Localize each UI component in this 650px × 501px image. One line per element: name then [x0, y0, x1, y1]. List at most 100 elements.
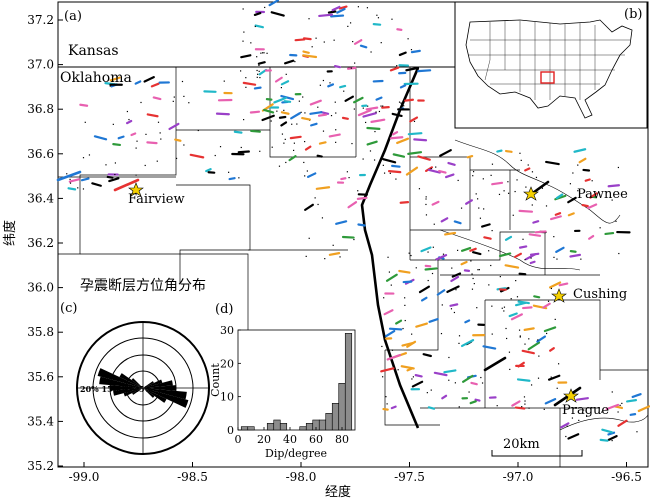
quake-dot: [335, 112, 337, 114]
quake-dot: [333, 39, 335, 41]
quake-cluster: [174, 138, 182, 142]
quake-dot: [433, 223, 435, 225]
quake-cluster: [518, 209, 534, 213]
quake-dot: [242, 8, 244, 10]
quake-cluster: [569, 253, 582, 258]
quake-dot: [351, 142, 353, 145]
quake-dot: [369, 150, 372, 152]
quake-dot: [528, 407, 530, 409]
quake-cluster: [405, 66, 420, 72]
quake-cluster: [548, 281, 562, 289]
quake-dot: [431, 272, 434, 275]
quake-dot: [450, 308, 453, 310]
quake-dot: [380, 105, 382, 107]
quake-dot: [491, 305, 493, 307]
quake-dot: [373, 159, 376, 161]
quake-cluster: [283, 100, 292, 103]
quake-cluster: [344, 95, 354, 102]
quake-cluster: [544, 398, 557, 405]
quake-cluster: [464, 319, 471, 324]
quake-cluster: [327, 83, 335, 88]
quake-cluster: [301, 116, 311, 121]
quake-cluster: [340, 177, 347, 181]
x-axis-title: 经度: [325, 484, 351, 500]
histogram-ticks: 0 20 40 60 80 0 10 20 30: [220, 324, 349, 446]
quake-cluster: [631, 393, 642, 398]
quake-dot: [304, 140, 306, 143]
quake-cluster: [469, 400, 477, 405]
quake-cluster: [253, 86, 262, 90]
quake-cluster: [339, 84, 347, 89]
quake-cluster: [626, 399, 638, 403]
quake-cluster: [521, 306, 533, 310]
quake-cluster: [533, 295, 541, 299]
quake-dot: [114, 173, 116, 176]
quake-dot: [451, 267, 453, 269]
quake-dot: [580, 258, 582, 260]
rose-petal: [113, 388, 143, 396]
quake-cluster: [331, 5, 341, 12]
y-tick-label: 35.4: [27, 414, 54, 428]
quake-dot: [411, 378, 413, 380]
rose-petal: [119, 373, 143, 388]
quake-dot: [156, 160, 158, 162]
quake-cluster: [604, 231, 615, 236]
quake-dot: [458, 335, 461, 337]
quake-cluster: [555, 246, 565, 253]
quake-dot: [470, 260, 472, 262]
quake-dot: [365, 121, 367, 124]
rose-petal: [143, 388, 167, 403]
quake-dot: [374, 130, 376, 133]
quake-cluster: [518, 245, 528, 249]
quake-dot: [324, 258, 326, 260]
quake-dot: [175, 157, 178, 160]
quake-cluster: [496, 149, 503, 153]
quake-dot: [306, 170, 308, 172]
quake-dot: [537, 339, 539, 341]
quake-cluster: [588, 234, 595, 240]
quake-cluster: [263, 108, 275, 114]
quake-cluster: [108, 177, 120, 183]
quake-dot: [410, 49, 413, 51]
rose-petal: [143, 388, 189, 408]
quake-cluster: [389, 136, 404, 140]
quake-dot: [335, 141, 337, 143]
seismicity-clusters: [56, 0, 650, 442]
quake-dot: [550, 287, 552, 290]
quake-dot: [543, 408, 545, 410]
quake-dot: [311, 46, 313, 48]
quake-cluster: [382, 407, 389, 411]
quake-cluster: [549, 347, 555, 352]
quake-cluster: [109, 76, 121, 82]
quake-dot: [357, 190, 359, 192]
quake-cluster: [306, 172, 317, 178]
quake-cluster: [336, 7, 346, 14]
quake-dot: [490, 174, 492, 176]
quake-dot: [477, 269, 479, 271]
quake-dot: [557, 363, 560, 365]
quake-cluster: [126, 119, 133, 125]
quake-dot: [264, 6, 266, 9]
quake-cluster: [581, 203, 589, 208]
quake-dot: [531, 171, 534, 173]
quake-dot: [378, 110, 381, 113]
quake-cluster: [589, 192, 598, 199]
histogram-bar: [325, 413, 333, 431]
quake-dot: [425, 196, 427, 198]
quake-dot: [537, 377, 540, 379]
quake-dot: [382, 105, 384, 107]
quake-cluster: [385, 329, 396, 338]
quake-cluster: [386, 353, 401, 361]
quake-cluster: [587, 203, 598, 210]
x-tick-label: -96.5: [611, 470, 642, 484]
quake-dot: [335, 129, 337, 131]
quake-dot: [112, 123, 114, 125]
quake-dot: [238, 177, 240, 179]
panel-d-label: (d): [215, 302, 233, 317]
quake-cluster: [584, 178, 591, 182]
quake-cluster: [309, 99, 322, 106]
quake-dot: [339, 256, 341, 258]
quake-dot: [357, 6, 359, 8]
quake-dot: [556, 258, 558, 260]
rivers: [439, 139, 649, 431]
